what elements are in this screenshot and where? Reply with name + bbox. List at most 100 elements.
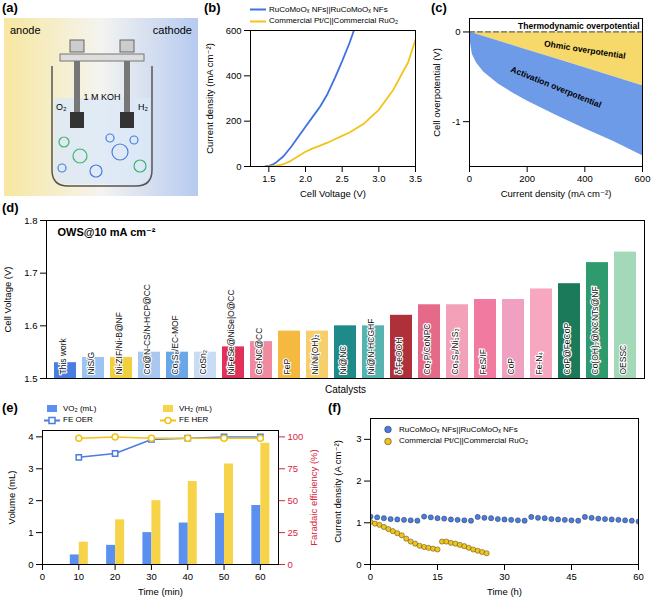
svg-text:0: 0 <box>288 559 293 570</box>
svg-text:Ohmic overpotential: Ohmic overpotential <box>544 38 627 61</box>
svg-text:NiFeSe@NiSe|O@CC: NiFeSe@NiSe|O@CC <box>226 289 236 374</box>
svg-text:3.0: 3.0 <box>372 173 385 184</box>
html-text:(f): (f) <box>328 400 341 415</box>
svg-text:Thermodynamic overpotential: Thermodynamic overpotential <box>518 21 639 31</box>
svg-text:Co@N-CS/N-HCP@CC: Co@N-CS/N-HCP@CC <box>142 284 152 374</box>
svg-text:1 M KOH: 1 M KOH <box>83 92 120 102</box>
svg-text:Co-NC@CC: Co-NC@CC <box>254 328 264 375</box>
svg-text:50: 50 <box>219 571 230 582</box>
svg-text:40: 40 <box>182 571 193 582</box>
svg-text:Ni@NC: Ni@NC <box>338 346 348 375</box>
svg-text:δ-FeOOH: δ-FeOOH <box>394 338 404 375</box>
html-text:(d): (d) <box>2 200 19 215</box>
svg-text:FeS/IF: FeS/IF <box>478 349 488 375</box>
svg-text:Catalysts: Catalysts <box>325 384 366 395</box>
svg-text:2.0: 2.0 <box>299 173 312 184</box>
svg-text:2: 2 <box>356 475 361 486</box>
svg-text:200: 200 <box>226 115 242 126</box>
svg-text:1.5: 1.5 <box>24 373 37 384</box>
svg-text:1: 1 <box>356 517 361 528</box>
svg-text:2.5: 2.5 <box>336 173 349 184</box>
svg-text:Co₉S₈/Ni₃S₂: Co₉S₈/Ni₃S₂ <box>450 328 460 374</box>
svg-text:NiS/G: NiS/G <box>86 352 96 375</box>
svg-text:Current density (A cm⁻²): Current density (A cm⁻²) <box>332 440 343 543</box>
svg-text:0: 0 <box>28 559 33 570</box>
svg-text:CoP@FeCoP: CoP@FeCoP <box>562 323 572 375</box>
svg-text:This work: This work <box>58 337 68 374</box>
svg-text:60: 60 <box>255 571 266 582</box>
svg-text:30: 30 <box>499 571 510 582</box>
svg-text:200: 200 <box>519 173 535 184</box>
svg-text:10: 10 <box>74 571 85 582</box>
svg-text:25: 25 <box>288 527 299 538</box>
svg-text:Cell Voltage (V): Cell Voltage (V) <box>300 188 366 199</box>
html-text:Commercial Pt/C||Commercial Ru: Commercial Pt/C||Commercial RuO₂ <box>399 436 529 446</box>
svg-text:Cell overpotential (V): Cell overpotential (V) <box>431 48 442 137</box>
html-text:RuCoMoOₓ NFs||RuCoMoOₓ NFs: RuCoMoOₓ NFs||RuCoMoOₓ NFs <box>269 5 388 15</box>
svg-text:4: 4 <box>28 431 33 442</box>
svg-text:75: 75 <box>288 463 299 474</box>
svg-text:Co₂P/CoNPC: Co₂P/CoNPC <box>422 323 432 374</box>
svg-text:2: 2 <box>28 495 33 506</box>
svg-text:600: 600 <box>226 25 242 36</box>
svg-text:50: 50 <box>288 495 299 506</box>
svg-text:3: 3 <box>356 433 361 444</box>
svg-text:30: 30 <box>146 571 157 582</box>
svg-text:-1: -1 <box>452 116 460 127</box>
svg-text:CoSn₂: CoSn₂ <box>198 350 208 375</box>
svg-text:Fe-N₄: Fe-N₄ <box>534 352 544 375</box>
svg-text:600: 600 <box>635 173 651 184</box>
svg-text:Current density (mA cm⁻²): Current density (mA cm⁻²) <box>204 43 215 154</box>
html-text:FE OER: FE OER <box>63 415 93 425</box>
svg-text:OESSC: OESSC <box>618 345 628 375</box>
svg-text:0: 0 <box>467 173 472 184</box>
html-text:FE HER: FE HER <box>179 415 209 425</box>
svg-text:cathode: cathode <box>153 24 192 36</box>
svg-text:Ni-ZIF/Ni-B@NF: Ni-ZIF/Ni-B@NF <box>114 312 124 374</box>
svg-text:Faradaic efficiency (%): Faradaic efficiency (%) <box>308 449 319 545</box>
svg-text:Time (h): Time (h) <box>487 586 522 597</box>
svg-text:Volume (mL): Volume (mL) <box>6 471 17 525</box>
svg-text:Co₉S₈/EC-MOF: Co₉S₈/EC-MOF <box>170 315 180 374</box>
svg-text:H₂: H₂ <box>138 102 148 112</box>
html-text:(b): (b) <box>204 0 221 15</box>
svg-text:Cell Voltage (V): Cell Voltage (V) <box>2 266 13 332</box>
svg-text:1.5: 1.5 <box>262 173 275 184</box>
html-text:(a): (a) <box>2 0 18 15</box>
svg-text:Ni/Ni(OH)₂: Ni/Ni(OH)₂ <box>310 334 320 374</box>
svg-text:CoP: CoP <box>506 358 516 375</box>
svg-text:1: 1 <box>28 527 33 538</box>
svg-text:0: 0 <box>356 559 361 570</box>
svg-text:45: 45 <box>566 571 577 582</box>
svg-text:400: 400 <box>226 70 242 81</box>
svg-text:anode: anode <box>10 24 41 36</box>
svg-text:3: 3 <box>28 463 33 474</box>
svg-text:1.6: 1.6 <box>24 320 37 331</box>
svg-text:1.8: 1.8 <box>24 215 37 226</box>
html-text:(c): (c) <box>431 0 447 15</box>
svg-text:3.5: 3.5 <box>409 173 422 184</box>
svg-text:OWS@10 mA cm⁻²: OWS@10 mA cm⁻² <box>58 226 156 238</box>
svg-text:Current density (mA cm⁻²): Current density (mA cm⁻²) <box>501 188 612 199</box>
svg-text:15: 15 <box>432 571 443 582</box>
svg-text:0: 0 <box>368 571 373 582</box>
svg-text:FeP: FeP <box>282 359 292 375</box>
svg-text:Ni@N-HCGHF: Ni@N-HCGHF <box>366 319 376 375</box>
svg-text:60: 60 <box>633 571 644 582</box>
svg-text:Activation overpotential: Activation overpotential <box>509 64 603 110</box>
svg-text:0: 0 <box>455 26 460 37</box>
html-text:Commercial Pt/C||Commercial Ru: Commercial Pt/C||Commercial RuO₂ <box>269 16 399 26</box>
html-text:RuCoMoOₓ NFs||RuCoMoOₓ NFs: RuCoMoOₓ NFs||RuCoMoOₓ NFs <box>399 425 518 435</box>
svg-text:0: 0 <box>40 571 45 582</box>
svg-text:20: 20 <box>110 571 121 582</box>
svg-text:400: 400 <box>577 173 593 184</box>
svg-text:Co(OH)₂@NCNTs@NF: Co(OH)₂@NCNTs@NF <box>590 286 600 374</box>
svg-text:1.7: 1.7 <box>24 267 37 278</box>
html-text:VH₂ (mL): VH₂ (mL) <box>179 404 212 414</box>
html-text:(e): (e) <box>2 400 18 415</box>
svg-text:0: 0 <box>236 161 241 172</box>
html-text:VO₂ (mL): VO₂ (mL) <box>63 404 97 414</box>
svg-text:100: 100 <box>288 431 304 442</box>
svg-text:Time (min): Time (min) <box>138 586 183 597</box>
svg-text:O₂: O₂ <box>56 102 67 112</box>
